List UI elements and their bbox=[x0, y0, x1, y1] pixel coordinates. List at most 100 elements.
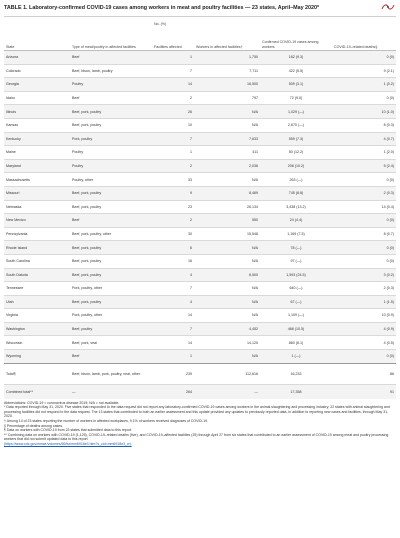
table-row: Idaho Beef 2 797 72 (9.0) 0 (0) bbox=[4, 90, 396, 105]
cell-state: South Carolina bbox=[4, 253, 70, 268]
cell-facilities: 9 bbox=[152, 185, 194, 201]
cell-deaths: 10 (0.9) bbox=[332, 308, 396, 323]
cell-deaths: 4 (0.9) bbox=[332, 321, 396, 336]
table-body: Arizona Beef 1 1,750 162 (9.3) 0 (0) Colorado B… bbox=[4, 50, 396, 364]
cell-facilities: 4 bbox=[152, 267, 194, 282]
cell-state: Kansas bbox=[4, 117, 70, 133]
cell-cases: 3,438 (13.2) bbox=[260, 199, 332, 214]
cell-cases: 559 (7.3) bbox=[260, 131, 332, 146]
cell-workers: 6,500 bbox=[194, 267, 260, 282]
cell-state: Illinois bbox=[4, 104, 70, 119]
cell-state: Arizona bbox=[4, 50, 70, 65]
cell-deaths: 1 (1.5) bbox=[332, 294, 396, 309]
col-header-deaths: COVID-19–related deaths§ bbox=[332, 27, 396, 51]
table-row: South Carolina Beef, pork, poultry 16 N/A 97… bbox=[4, 253, 396, 268]
table-row: Kentucky Pork, poultry 7 7,633 559 (7.3) 4 (0… bbox=[4, 131, 396, 146]
footnote-workers: † Among 14 of 23 states reporting the nu… bbox=[4, 419, 209, 424]
cell-workers: N/A bbox=[194, 172, 260, 187]
footnote-link[interactable]: (https://www.cdc.gov/mmwr/volumes/69/wr/… bbox=[4, 442, 132, 446]
cell-type: Beef, pork, veal bbox=[70, 335, 152, 350]
table-row: Missouri Beef, pork, poultry 9 8,469 745 (8.… bbox=[4, 185, 396, 201]
cell-state: New Mexico bbox=[4, 213, 70, 228]
cell-cases: 50 (12.2) bbox=[260, 145, 332, 160]
cell-cases: 97 (—) bbox=[260, 253, 332, 268]
cell-state: Wisconsin bbox=[4, 335, 70, 350]
cell-facilities: 2 bbox=[152, 158, 194, 173]
cell-state: Rhode Island bbox=[4, 240, 70, 255]
cell-state: Wyoming bbox=[4, 349, 70, 364]
cell-cases: 24 (4.4) bbox=[260, 213, 332, 228]
cell-type: Beef bbox=[70, 50, 152, 65]
cell-state: Idaho bbox=[4, 90, 70, 105]
table-row: Rhode Island Beef, pork, poultry 6 N/A 78 (—… bbox=[4, 240, 396, 255]
cell-deaths: 4 (0.7) bbox=[332, 131, 396, 146]
cell-deaths: 0 (0) bbox=[332, 253, 396, 268]
total-type: Beef, bison, lamb, pork, poultry, veal, … bbox=[70, 362, 152, 385]
table-row: Pennsylvania Beef, pork, poultry, other 30… bbox=[4, 226, 396, 241]
cell-cases: 208 (10.2) bbox=[260, 158, 332, 173]
col-header-state: State bbox=[4, 27, 70, 51]
footnote-combined: ** Combining data on workers with COVID-… bbox=[4, 432, 389, 442]
cell-workers: 8,469 bbox=[194, 185, 260, 201]
total-state: Total¶ bbox=[4, 362, 70, 385]
combined-state: Combined total** bbox=[4, 383, 70, 399]
cell-state: Maryland bbox=[4, 158, 70, 173]
combined-deaths: 91 bbox=[332, 383, 396, 399]
cell-state: Nebraska bbox=[4, 199, 70, 214]
cell-workers: 15,548 bbox=[194, 226, 260, 241]
cell-type: Beef, pork, poultry bbox=[70, 185, 152, 201]
col-header-workers: Workers in affected facilities† bbox=[194, 27, 260, 51]
cell-facilities: 1 bbox=[152, 145, 194, 160]
cell-facilities: 1 bbox=[152, 349, 194, 364]
cell-cases: 745 (8.8) bbox=[260, 185, 332, 201]
cell-cases: 509 (3.1) bbox=[260, 77, 332, 92]
cell-type: Beef, pork, poultry bbox=[70, 253, 152, 268]
cell-cases: 162 (9.3) bbox=[260, 50, 332, 65]
cell-workers: N/A bbox=[194, 253, 260, 268]
table-row: South Dakota Beef, pork, poultry 4 6,500 1,5… bbox=[4, 267, 396, 282]
cell-cases: 72 (9.0) bbox=[260, 90, 332, 105]
cell-facilities: 10 bbox=[152, 117, 194, 133]
cell-cases: 860 (6.1) bbox=[260, 335, 332, 350]
cell-cases: 1,169 (7.5) bbox=[260, 226, 332, 241]
table-row: Maine Poultry 1 411 50 (12.2) 1 (2.0) bbox=[4, 145, 396, 160]
table-row: Kansas Beef, pork, poultry 10 N/A 2,670 (—) 8… bbox=[4, 117, 396, 133]
cell-facilities: 7 bbox=[152, 321, 194, 336]
cell-facilities: 2 bbox=[152, 90, 194, 105]
footnote-data-reported: * Data reported through May 31, 2020. Fi… bbox=[4, 405, 390, 419]
cell-deaths: 0 (0) bbox=[332, 172, 396, 187]
data-table: No. (%) State Type of meat/poultry in af… bbox=[4, 16, 396, 399]
cell-cases: 1 (—) bbox=[260, 349, 332, 364]
cell-type: Beef, pork, poultry bbox=[70, 199, 152, 214]
cell-cases: 2,670 (—) bbox=[260, 117, 332, 133]
cell-type: Beef, pork, poultry bbox=[70, 104, 152, 119]
cell-cases: 422 (5.5) bbox=[260, 63, 332, 78]
cell-facilities: 14 bbox=[152, 308, 194, 323]
cell-deaths: 2 (0.3) bbox=[332, 281, 396, 296]
footnote-deaths: § Percentage of deaths among cases. bbox=[4, 423, 63, 428]
cell-cases: 263 (—) bbox=[260, 172, 332, 187]
cell-workers: 797 bbox=[194, 90, 260, 105]
cell-workers: N/A bbox=[194, 294, 260, 309]
cell-state: Maine bbox=[4, 145, 70, 160]
cell-facilities: 33 bbox=[152, 172, 194, 187]
cell-workers: N/A bbox=[194, 104, 260, 119]
cell-cases: 640 (—) bbox=[260, 281, 332, 296]
cell-workers: 7,633 bbox=[194, 131, 260, 146]
cell-type: Beef, poultry bbox=[70, 321, 152, 336]
table-row: Utah Beef, pork, poultry 4 N/A 67 (—) 1 (1.5) bbox=[4, 294, 396, 309]
cell-facilities: 1 bbox=[152, 50, 194, 65]
cell-deaths: 4 (0.5) bbox=[332, 335, 396, 350]
cell-type: Poultry bbox=[70, 145, 152, 160]
col-header-type: Type of meat/poultry in affected facilit… bbox=[70, 27, 152, 51]
footnotes: Abbreviations: COVID-19 = coronavirus di… bbox=[4, 399, 396, 447]
table-row: Wyoming Beef 1 N/A 1 (—) 0 (0) bbox=[4, 349, 396, 364]
cell-cases: 67 (—) bbox=[260, 294, 332, 309]
cell-facilities: 14 bbox=[152, 335, 194, 350]
cell-state: Missouri bbox=[4, 185, 70, 201]
table-row: Arizona Beef 1 1,750 162 (9.3) 0 (0) bbox=[4, 50, 396, 65]
table-row: New Mexico Beef 2 550 24 (4.4) 0 (0) bbox=[4, 213, 396, 228]
cell-state: Kentucky bbox=[4, 131, 70, 146]
cell-deaths: 1 (2.0) bbox=[332, 145, 396, 160]
table-row: Colorado Beef, bison, lamb, poultry 7 7,711… bbox=[4, 63, 396, 78]
